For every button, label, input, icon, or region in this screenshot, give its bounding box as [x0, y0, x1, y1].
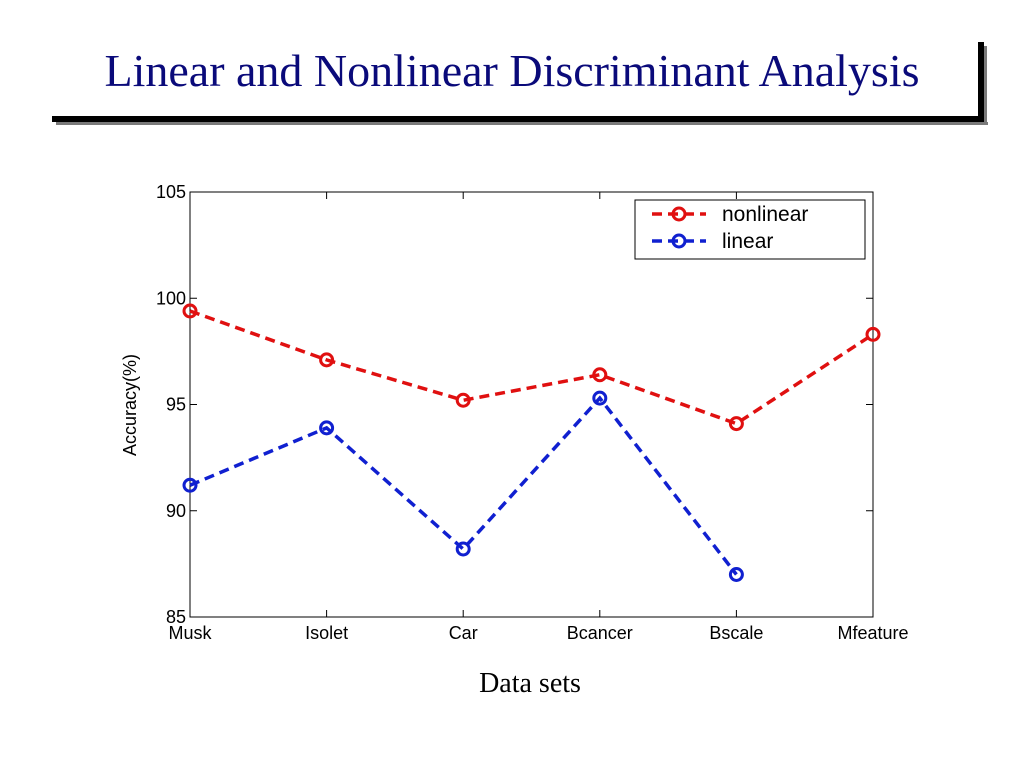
x-axis-label: Data sets	[479, 668, 581, 699]
data-point-linear	[592, 390, 608, 406]
legend-marker-nonlinear	[671, 206, 687, 222]
title-side-rule	[978, 42, 984, 122]
data-point-linear	[182, 477, 198, 493]
x-tick-label: Car	[449, 623, 478, 643]
y-tick-label: 95	[166, 395, 186, 415]
slide-title: Linear and Nonlinear Discriminant Analys…	[104, 45, 920, 96]
data-point-nonlinear	[182, 303, 198, 319]
legend-label-linear: linear	[722, 230, 773, 253]
series-line-nonlinear	[189, 309, 874, 426]
x-tick-label: Mfeature	[837, 623, 908, 643]
y-axis: 85 90 95 100 105	[156, 182, 873, 627]
x-axis: Musk Isolet Car Bcancer Bscale Mfeature	[168, 192, 909, 643]
data-point-nonlinear	[728, 416, 744, 432]
series-line-linear	[189, 395, 738, 576]
legend: nonlinear linear	[634, 199, 866, 260]
legend-marker-linear	[671, 233, 687, 249]
data-point-linear	[728, 567, 744, 582]
series-layer	[182, 303, 881, 582]
legend-label-nonlinear: nonlinear	[722, 203, 808, 226]
data-point-nonlinear	[592, 367, 608, 383]
data-point-nonlinear	[455, 392, 471, 408]
y-tick-label: 105	[156, 182, 186, 202]
x-tick-label: Isolet	[305, 623, 348, 643]
x-tick-label: Bcancer	[567, 623, 633, 643]
y-tick-label: 90	[166, 501, 186, 521]
y-tick-label: 85	[166, 607, 186, 627]
title-underline-shadow	[56, 122, 988, 125]
y-tick-label: 100	[156, 288, 186, 308]
data-point-linear	[455, 541, 471, 557]
x-tick-label: Musk	[168, 623, 212, 643]
data-point-nonlinear	[865, 326, 881, 342]
data-point-linear	[319, 420, 335, 436]
title-side-rule-shadow	[984, 46, 987, 125]
y-axis-label: Accuracy(%)	[120, 354, 140, 456]
data-point-nonlinear	[319, 352, 335, 368]
title-underline	[52, 116, 984, 122]
x-tick-label: Bscale	[709, 623, 763, 643]
